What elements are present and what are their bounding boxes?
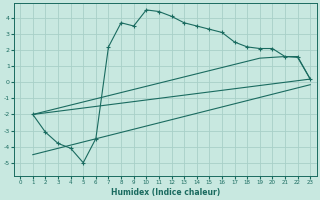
X-axis label: Humidex (Indice chaleur): Humidex (Indice chaleur) (111, 188, 220, 197)
